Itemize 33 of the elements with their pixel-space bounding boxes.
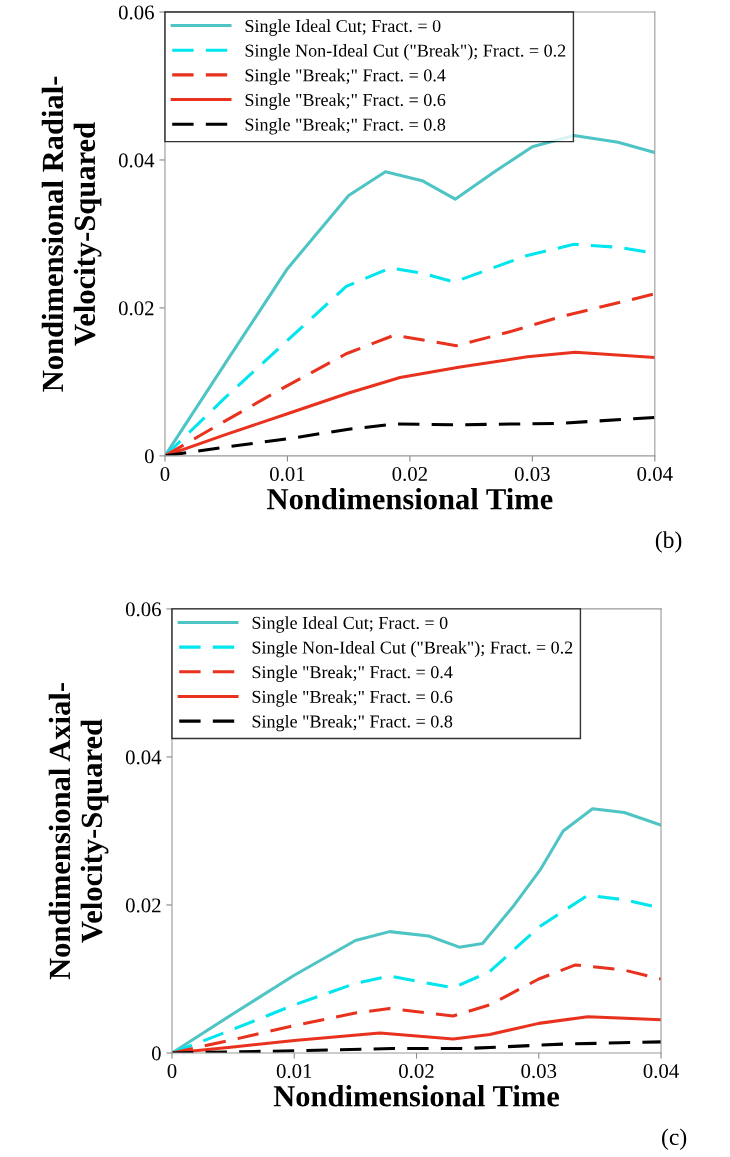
legend-label: Single "Break;" Fract. = 0.4 <box>245 68 446 86</box>
legend-label: Single Non-Ideal Cut ("Break"); Fract. = 0.2 <box>245 44 566 61</box>
legend-label: Single "Break;" Fract. = 0.6 <box>252 690 453 707</box>
y-tick-label: 0.06 <box>125 602 161 617</box>
legend-label: Single Ideal Cut; Fract. = 0 <box>252 616 448 633</box>
legend-label: Single Ideal Cut; Fract. = 0 <box>245 19 441 36</box>
y-tick-label: 0 <box>151 1046 161 1061</box>
text: (b) <box>655 531 682 553</box>
x-tick-label: 0.02 <box>399 1064 434 1079</box>
x-tick-label: 0.04 <box>643 1064 679 1079</box>
y-tick-label: 0 <box>144 449 154 464</box>
x-tick-label: 0.03 <box>514 466 550 482</box>
x-tick-label: 0.03 <box>521 1064 557 1079</box>
x-axis-title: Nondimensional Time <box>267 487 553 510</box>
x-tick-label: 0.04 <box>637 466 673 482</box>
x-tick-label: 0.01 <box>270 466 305 482</box>
legend-label: Single "Break;" Fract. = 0.6 <box>245 93 446 110</box>
y-axis-title: Nondimensional Radial- Velocity-Squared <box>41 76 102 392</box>
y-axis-title: Nondimensional Axial- Velocity-Squared <box>48 683 109 980</box>
y-tick-label: 0.02 <box>125 898 161 913</box>
legend-label: Single "Break;" Fract. = 0.8 <box>245 118 446 135</box>
x-tick-label: 0.02 <box>392 466 427 482</box>
legend-label: Single "Break;" Fract. = 0.4 <box>252 665 453 683</box>
x-tick-label: 0.01 <box>276 1064 312 1079</box>
x-axis-title: Nondimensional Time <box>273 1085 560 1107</box>
text: (c) <box>662 1128 687 1150</box>
y-tick-label: 0.04 <box>118 153 155 168</box>
y-tick-label: 0.02 <box>118 301 154 316</box>
x-tick-label: 0 <box>167 1064 177 1079</box>
legend-label: Single "Break;" Fract. = 0.8 <box>252 714 453 732</box>
y-tick-label: 0.04 <box>125 750 162 765</box>
y-tick-label: 0.06 <box>118 5 154 20</box>
legend-label: Single Non-Ideal Cut ("Break"); Fract. = 0.2 <box>252 640 573 658</box>
